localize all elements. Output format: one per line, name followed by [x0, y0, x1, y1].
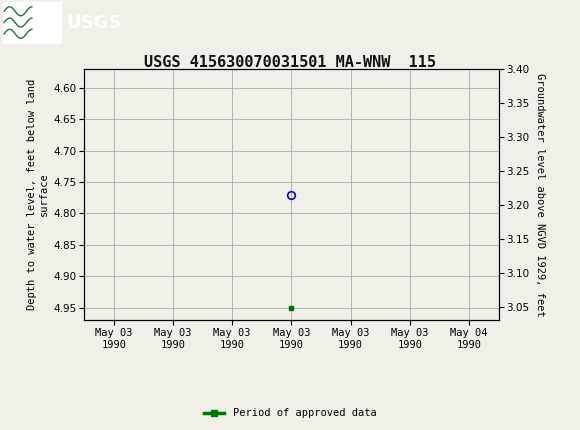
Y-axis label: Depth to water level, feet below land
surface: Depth to water level, feet below land su… — [27, 79, 49, 310]
Text: USGS: USGS — [67, 14, 122, 31]
Text: USGS 415630070031501 MA-WNW  115: USGS 415630070031501 MA-WNW 115 — [144, 55, 436, 70]
Legend: Period of approved data: Period of approved data — [200, 404, 380, 423]
Bar — [3, 2, 61, 43]
Y-axis label: Groundwater level above NGVD 1929, feet: Groundwater level above NGVD 1929, feet — [535, 73, 545, 316]
